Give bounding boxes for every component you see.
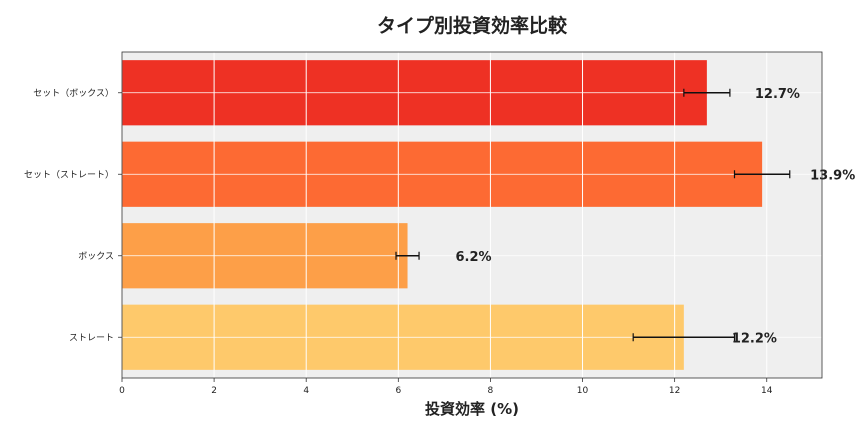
- data-label-2: 13.9%: [810, 168, 855, 183]
- data-label-4: 12.2%: [732, 331, 777, 346]
- x-axis-ticks: 0 2 4 6 8 10 12 14: [119, 378, 773, 396]
- data-labels-group: 12.7% 13.9% 6.2% 12.2%: [456, 87, 856, 347]
- data-label-1: 12.7%: [755, 87, 800, 102]
- x-tick-label: 8: [488, 386, 494, 396]
- y-category-label: ボックス: [78, 251, 114, 262]
- chart-title: タイプ別投資効率比較: [377, 14, 568, 37]
- plot-frame: [121, 51, 823, 379]
- x-tick-label: 0: [119, 386, 125, 396]
- x-tick-label: 2: [211, 386, 217, 396]
- error-bars-group: [395, 88, 791, 342]
- data-label-3: 6.2%: [456, 250, 492, 265]
- y-category-label: セット（ストレート）: [24, 169, 114, 180]
- y-category-label: ストレート: [69, 333, 114, 343]
- x-tick-label: 12: [669, 386, 680, 396]
- x-tick-label: 10: [577, 386, 589, 396]
- grid-lines: [121, 52, 822, 378]
- x-tick-label: 6: [395, 386, 401, 396]
- x-axis-label: 投資効率 (%): [425, 400, 519, 418]
- y-category-label: セット（ボックス）: [33, 88, 114, 99]
- x-tick-label: 4: [303, 386, 309, 396]
- x-tick-label: 14: [761, 386, 773, 396]
